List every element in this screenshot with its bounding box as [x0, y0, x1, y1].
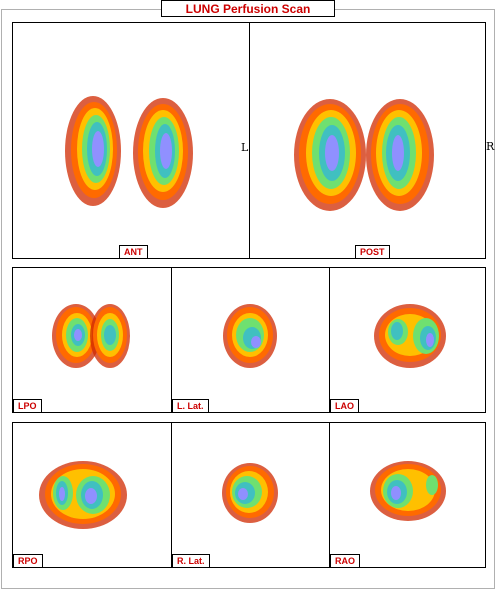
label-rpo: RPO — [13, 554, 43, 567]
view-rpo[interactable]: RPO — [13, 423, 171, 567]
lpo-right-lung — [90, 304, 130, 368]
rpo-lung — [39, 461, 127, 529]
view-lpo[interactable]: LPO — [13, 268, 171, 412]
view-lao[interactable]: LAO — [329, 268, 485, 412]
label-lpo: LPO — [13, 399, 42, 412]
llat-lung — [223, 304, 277, 368]
label-ant: ANT — [119, 245, 148, 258]
lao-scan-image — [374, 304, 446, 368]
label-lao: LAO — [330, 399, 359, 412]
left-marker: L — [241, 141, 249, 154]
llat-scan-image — [223, 304, 277, 368]
label-llat: L. Lat. — [172, 399, 209, 412]
post-scan-image — [294, 99, 434, 211]
post-left-lung — [294, 99, 366, 211]
ant-right-lung — [133, 98, 193, 208]
middle-panel: LPO L. Lat. — [12, 267, 486, 413]
view-llat[interactable]: L. Lat. — [171, 268, 329, 412]
rao-lung — [370, 461, 446, 521]
rao-scan-image — [370, 461, 446, 521]
post-right-lung — [366, 99, 434, 211]
lpo-left-lung — [52, 304, 100, 368]
right-marker: R — [486, 140, 495, 153]
label-rlat: R. Lat. — [172, 554, 210, 567]
page-title: LUNG Perfusion Scan — [161, 0, 335, 17]
rlat-lung — [222, 463, 278, 523]
lao-lung — [374, 304, 446, 368]
bottom-panel: RPO R. Lat. RAO — [12, 422, 486, 568]
lpo-scan-image — [52, 304, 130, 368]
top-panel: L ANT POST — [12, 22, 486, 259]
label-rao: RAO — [330, 554, 360, 567]
rpo-scan-image — [39, 461, 127, 529]
label-post: POST — [355, 245, 390, 258]
view-post[interactable]: POST — [249, 23, 485, 258]
ant-left-lung — [65, 96, 121, 206]
view-ant[interactable]: L ANT — [13, 23, 249, 258]
ant-scan-image — [65, 96, 193, 208]
view-rlat[interactable]: R. Lat. — [171, 423, 329, 567]
view-rao[interactable]: RAO — [329, 423, 485, 567]
rlat-scan-image — [222, 463, 278, 523]
